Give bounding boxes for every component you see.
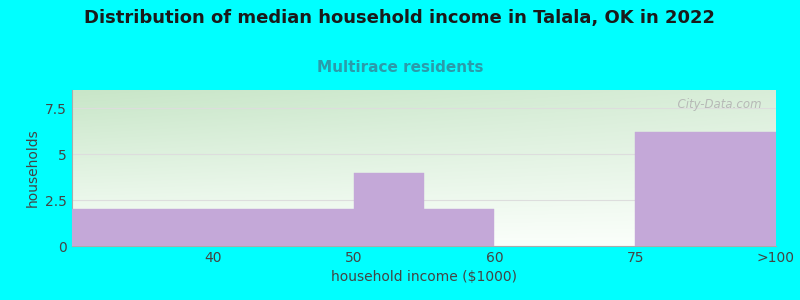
Text: City-Data.com: City-Data.com xyxy=(670,98,762,111)
X-axis label: household income ($1000): household income ($1000) xyxy=(331,270,517,284)
Text: Distribution of median household income in Talala, OK in 2022: Distribution of median household income … xyxy=(85,9,715,27)
Bar xyxy=(635,132,776,246)
Bar xyxy=(72,209,354,246)
Text: Multirace residents: Multirace residents xyxy=(317,60,483,75)
Bar xyxy=(354,172,424,246)
Bar xyxy=(424,209,494,246)
Y-axis label: households: households xyxy=(26,129,40,207)
